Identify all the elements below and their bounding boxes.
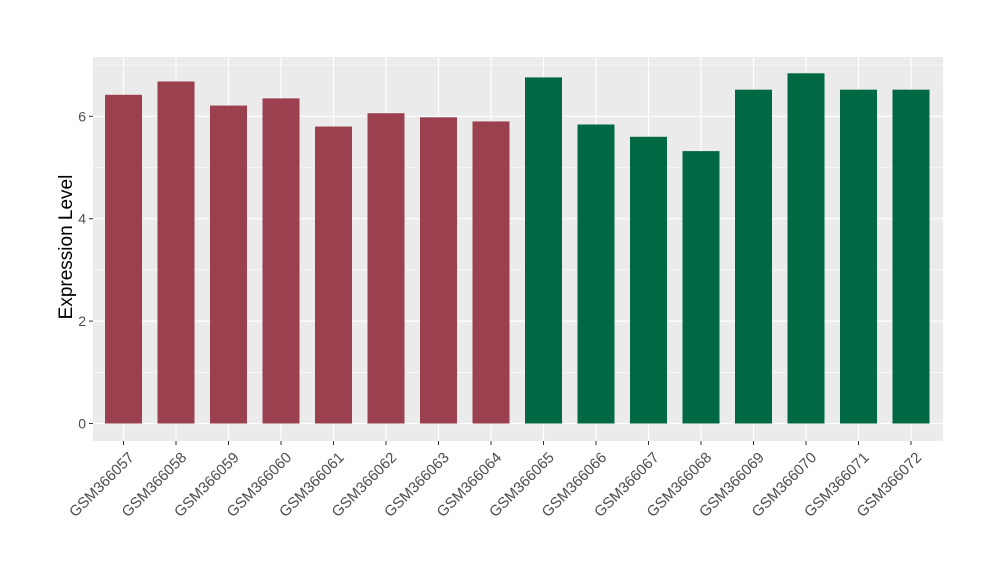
y-tick-label: 6 [78,108,86,124]
bar-GSM366070 [787,73,825,424]
bar-GSM366063 [420,117,457,424]
bar-GSM366061 [315,126,352,424]
bar-GSM366066 [577,124,615,424]
y-axis-title: Expression Level [56,175,77,320]
bar-GSM366068 [682,151,720,424]
bar-GSM366064 [472,121,510,424]
y-axis: 0 2 4 6 [78,108,93,432]
bar-GSM366065 [525,77,562,424]
bar-GSM366062 [367,113,405,424]
x-axis: GSM366057GSM366058GSM366059GSM366060GSM3… [66,441,925,521]
y-tick-label: 4 [78,211,86,227]
bar-GSM366057 [105,94,142,424]
bars [105,73,930,424]
bar-GSM366060 [262,98,300,424]
bar-GSM366067 [630,136,667,424]
bar-GSM366072 [892,89,930,424]
bar-GSM366069 [735,89,772,424]
y-tick-label: 0 [78,416,86,432]
bar-GSM366059 [210,105,247,424]
y-tick-label: 2 [78,313,86,329]
bar-GSM366058 [157,81,195,424]
bar-GSM366071 [840,89,877,424]
